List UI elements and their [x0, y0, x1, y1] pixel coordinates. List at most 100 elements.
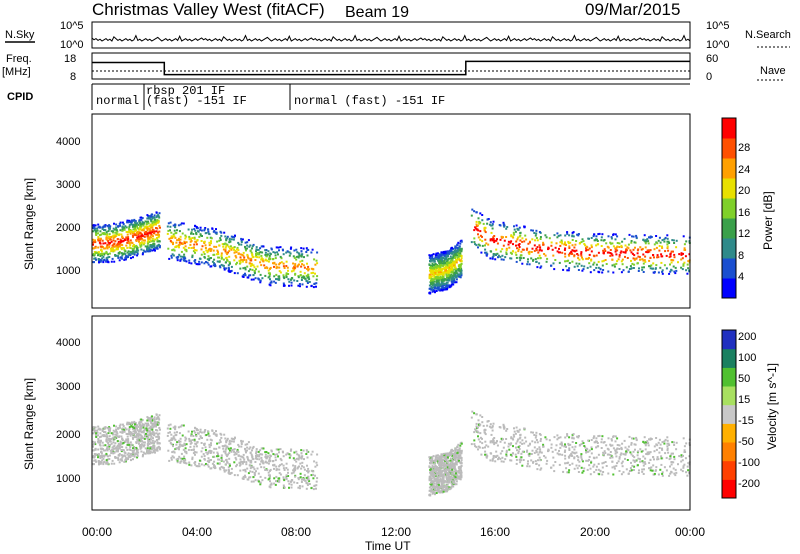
velocity-cell-1670 — [435, 460, 438, 462]
power-cell-1350 — [178, 241, 181, 244]
velocity-cell-1637 — [434, 473, 437, 476]
power-cell-2176 — [539, 238, 542, 240]
velocity-cell-1299 — [277, 477, 280, 480]
velocity-cell-1328 — [285, 453, 288, 456]
velocity-cell-1565 — [452, 477, 455, 480]
power-cell-475 — [133, 245, 136, 248]
velocity-cell-876 — [200, 442, 203, 444]
power-cell-2699 — [618, 255, 621, 258]
power-cell-1045 — [246, 244, 249, 247]
velocity-cell-1122 — [179, 440, 182, 443]
power-cell-2658 — [661, 270, 664, 273]
velocity-cell-645 — [138, 444, 141, 447]
power-cell-678 — [146, 248, 149, 251]
power-cell-1232 — [283, 267, 286, 269]
velocity-cell-899 — [178, 432, 181, 435]
velocity-cell-1333 — [274, 459, 277, 462]
power-cell-1938 — [446, 264, 449, 267]
velocity-cell-942 — [285, 476, 288, 479]
power-cell-2125 — [510, 257, 513, 260]
velocity-cell-504 — [146, 437, 149, 440]
power-cell-2745 — [473, 241, 476, 244]
velocity-cell-2035 — [445, 488, 448, 490]
power-cell-2414 — [568, 247, 571, 249]
velocity-cell-680 — [99, 455, 102, 458]
power-cell-1399 — [191, 228, 193, 231]
power-cell-473 — [93, 253, 96, 256]
velocity-cell-808 — [190, 441, 193, 444]
power-cell-1155 — [307, 273, 310, 276]
velocity-cell-1961 — [435, 478, 438, 481]
power-cell-1991 — [441, 273, 444, 276]
velocity-cell-317 — [108, 448, 111, 450]
power-cell-2617 — [652, 254, 655, 257]
power-cell-1104 — [172, 243, 174, 246]
power-cell-2185 — [589, 271, 592, 274]
power-cell-632 — [102, 232, 105, 235]
velocity-cell-1168 — [301, 465, 304, 468]
velocity-cell-431 — [92, 449, 95, 452]
noise-panel-frame — [91, 21, 691, 49]
velocity-cell-1284 — [227, 471, 230, 474]
velocity-cell-1827 — [437, 473, 440, 475]
power-cell-2027 — [454, 266, 457, 269]
velocity-cell-82 — [158, 446, 161, 449]
velocity-cell-2100 — [535, 449, 538, 452]
power-cell-674 — [97, 237, 100, 240]
power-cell-459 — [151, 237, 154, 240]
power-cell-936 — [191, 256, 194, 259]
velocity-cell-1135 — [209, 452, 212, 454]
velocity-cell-2049 — [446, 461, 449, 464]
power-cell-1088 — [300, 250, 303, 253]
power-cell-1436 — [446, 276, 448, 279]
velocity-cell-979 — [313, 460, 316, 463]
velocity-cell-981 — [237, 454, 240, 457]
power-cell-2197 — [535, 237, 538, 239]
power-cell-2288 — [682, 263, 685, 266]
velocity-cell-567 — [106, 436, 109, 439]
velocity-cell-675 — [155, 413, 158, 416]
velocity-cell-323 — [116, 432, 119, 435]
power-cell-833 — [293, 268, 296, 271]
power-cell-2700 — [477, 246, 479, 249]
power-cell-863 — [232, 246, 235, 249]
power-cell-2793 — [520, 250, 523, 253]
power-cell-1789 — [440, 251, 443, 254]
power-cell-2599 — [669, 253, 672, 256]
power-cell-2284 — [616, 249, 619, 252]
velocity-cell-287 — [127, 455, 130, 458]
power-cell-577 — [153, 249, 156, 251]
velocity-cell-1285 — [210, 444, 212, 447]
power-cell-2376 — [571, 260, 574, 263]
power-cell-2631 — [490, 224, 493, 227]
velocity-cell-2050 — [442, 488, 445, 491]
power-cell-741 — [294, 263, 297, 266]
power-cell-2010 — [442, 288, 445, 291]
velocity-cell-715 — [275, 448, 278, 451]
power-cell-698 — [146, 217, 149, 220]
power-cell-1900 — [445, 258, 448, 261]
velocity-cell-681 — [112, 441, 115, 444]
power-cell-2522 — [558, 247, 560, 250]
velocity-cell-1612 — [460, 459, 463, 462]
power-cell-1008 — [249, 268, 252, 271]
velocity-cell-332 — [140, 436, 143, 439]
power-cell-971 — [169, 229, 171, 232]
power-cell-2250 — [487, 243, 490, 246]
power-cell-2115 — [643, 259, 646, 262]
power-cell-699 — [121, 236, 124, 239]
velocity-cell-733 — [224, 450, 227, 453]
power-cell-2012 — [449, 268, 452, 271]
power-cell-1349 — [269, 278, 271, 281]
power-cell-2456 — [613, 263, 616, 266]
power-cell-1328 — [285, 251, 288, 254]
velocity-cell-2113 — [499, 457, 502, 460]
power-cell-1286 — [168, 257, 171, 260]
power-cell-2684 — [657, 239, 660, 242]
velocity-cell-1098 — [279, 448, 282, 451]
power-cell-2161 — [615, 262, 618, 265]
power-cell-2480 — [505, 249, 508, 252]
velocity-cell-610 — [118, 446, 121, 449]
power-cell-2567 — [576, 265, 579, 268]
velocity-cell-908 — [182, 461, 185, 464]
